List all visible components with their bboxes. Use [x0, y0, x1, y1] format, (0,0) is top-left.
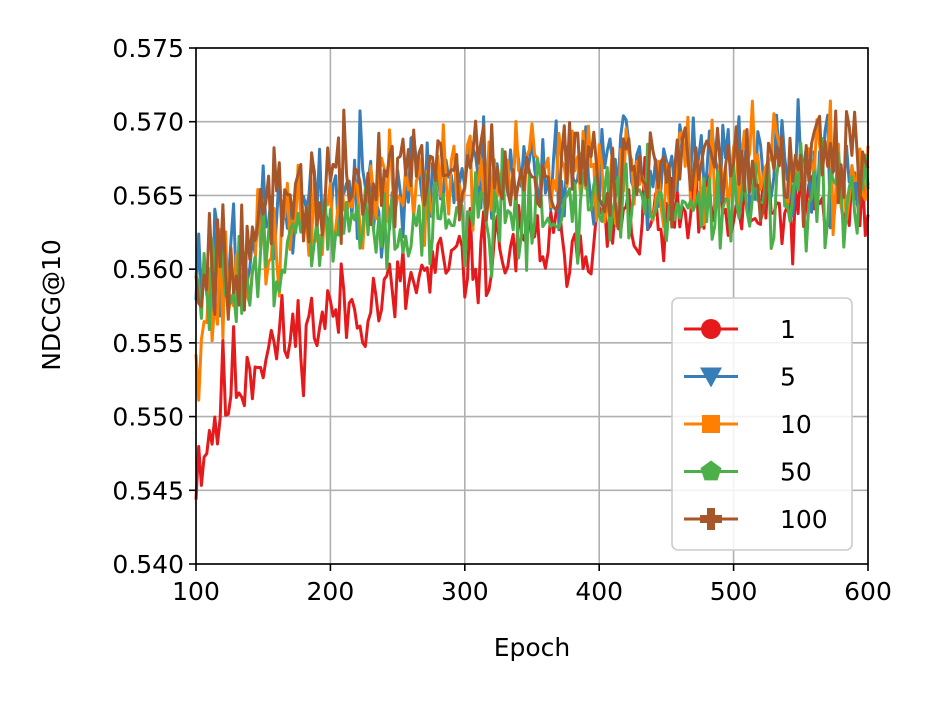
y-tick-label: 0.550	[112, 403, 184, 432]
series-lines	[194, 98, 870, 500]
y-axis-ticks: 0.540 0.545 0.550 0.555 0.560 0.565 0.570 0.575	[112, 34, 196, 579]
legend-marker-plus	[700, 508, 722, 530]
plot-frame	[195, 47, 869, 565]
y-tick-label: 0.575	[112, 34, 184, 63]
y-tick-label: 0.555	[112, 329, 184, 358]
x-axis-ticks: 100 200 300 400 500 600	[172, 564, 892, 606]
legend-marker-square	[702, 415, 720, 433]
legend-label: 10	[780, 410, 812, 439]
x-tick-label: 500	[710, 577, 758, 606]
legend-label: 50	[780, 458, 812, 487]
legend-marker-circle	[701, 319, 721, 339]
y-tick-label: 0.540	[112, 550, 184, 579]
legend: 1 5 10 50 100	[671, 297, 853, 551]
y-tick-label: 0.560	[112, 255, 184, 284]
x-tick-label: 100	[172, 577, 220, 606]
x-axis-title: Epoch	[494, 633, 571, 662]
legend-marker-pentagon	[700, 460, 722, 481]
y-axis-title: NDCG@10	[37, 239, 66, 371]
legend-label: 100	[780, 505, 828, 534]
legend-label: 5	[780, 363, 796, 392]
x-tick-label: 200	[307, 577, 355, 606]
legend-label: 1	[780, 315, 796, 344]
legend-marker-triangle-down	[700, 367, 722, 388]
x-tick-label: 600	[844, 577, 892, 606]
y-tick-label: 0.545	[112, 476, 184, 505]
y-tick-label: 0.565	[112, 181, 184, 210]
series-line-100	[194, 108, 870, 321]
legend-box	[671, 297, 853, 551]
y-tick-label: 0.570	[112, 108, 184, 137]
x-tick-label: 400	[575, 577, 623, 606]
x-tick-label: 300	[441, 577, 489, 606]
